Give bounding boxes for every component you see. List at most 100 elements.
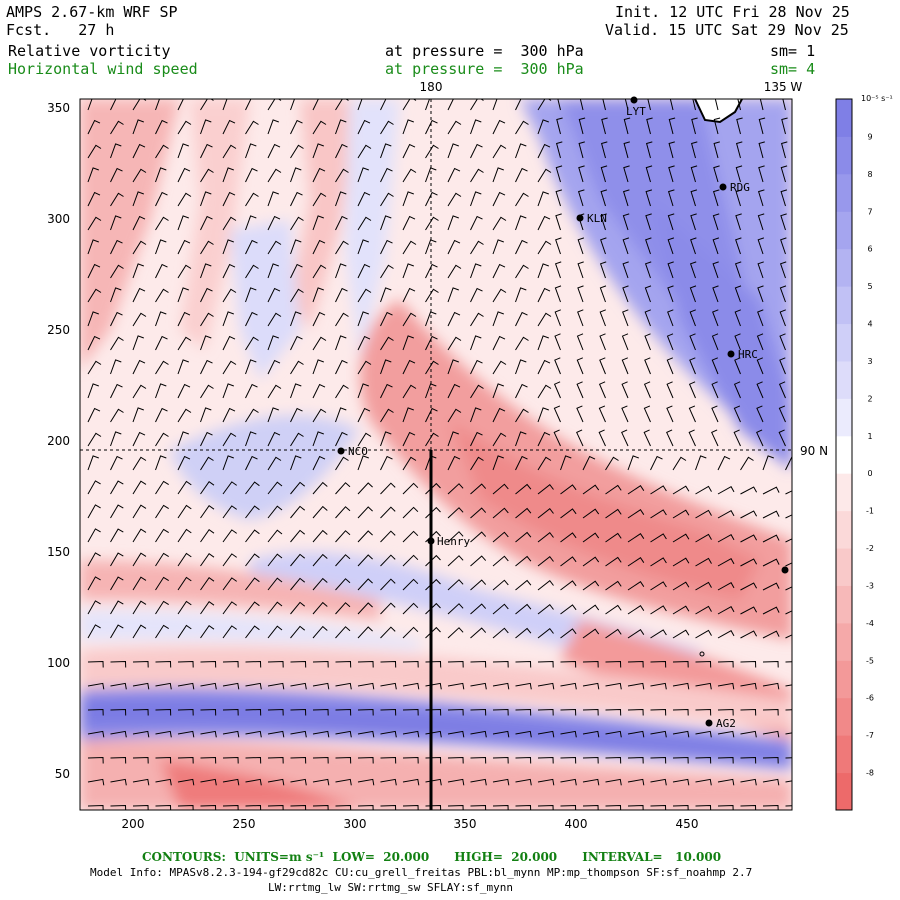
- wind-barb: [155, 191, 168, 207]
- wind-barb: [267, 407, 279, 423]
- wind-barb: [110, 287, 122, 303]
- wind-barb: [690, 189, 698, 207]
- wind-barb: [447, 408, 462, 423]
- wind-barb: [312, 577, 328, 591]
- wind-barb: [290, 167, 302, 183]
- wind-barb: [447, 627, 464, 639]
- wind-barb: [600, 165, 608, 183]
- wind-barb: [380, 778, 397, 786]
- wind-barb: [110, 455, 123, 471]
- wind-barb: [402, 730, 420, 738]
- wind-barb: [627, 557, 645, 567]
- wind-barb: [650, 629, 667, 639]
- wind-barb: [470, 483, 487, 495]
- wind-barb: [537, 579, 554, 591]
- wind-barb: [672, 660, 689, 668]
- wind-barb: [155, 99, 161, 111]
- wind-barb: [357, 360, 372, 375]
- wind-barb: [132, 431, 146, 447]
- wind-barb: [357, 626, 373, 639]
- wind-barb: [357, 778, 375, 786]
- wind-barb: [380, 359, 392, 375]
- wind-barb: [537, 143, 551, 159]
- wind-barb: [470, 168, 484, 183]
- wind-barb: [537, 708, 554, 716]
- wind-barb: [643, 381, 651, 399]
- wind-barb: [713, 165, 720, 183]
- wind-barb: [357, 191, 371, 207]
- wind-barb: [695, 682, 712, 690]
- wind-barb: [132, 600, 147, 615]
- wind-barb: [537, 168, 552, 183]
- wind-barb: [605, 708, 622, 716]
- wind-barb: [667, 189, 675, 207]
- wind-barb: [402, 482, 419, 495]
- wind-barb: [695, 509, 712, 519]
- wind-barb: [200, 263, 212, 279]
- wind-barb: [515, 708, 532, 716]
- wind-barb: [557, 99, 561, 111]
- wind-barb: [578, 165, 585, 183]
- wind-barb: [87, 167, 99, 183]
- wind-barb: [492, 335, 506, 351]
- wind-barb: [110, 756, 127, 764]
- wind-barb: [312, 553, 328, 567]
- wind-barb: [740, 660, 757, 668]
- wind-barb: [470, 287, 483, 303]
- model-info: Model Info: MPASv8.2.3-194-gf29cd82c CU:…: [90, 866, 753, 879]
- wind-barb: [222, 601, 237, 615]
- wind-barb: [515, 682, 532, 690]
- wind-barb: [599, 333, 606, 351]
- wind-barb: [110, 99, 123, 111]
- wind-barb: [492, 507, 509, 519]
- wind-barb: [780, 189, 788, 207]
- wind-barb: [312, 455, 326, 471]
- wind-barb: [447, 239, 461, 255]
- colorbar-label: 7: [867, 207, 872, 216]
- wind-barb: [132, 528, 147, 543]
- wind-barb: [717, 455, 731, 471]
- wind-barb: [695, 581, 712, 591]
- wind-barb: [447, 603, 464, 615]
- wind-barb: [650, 557, 667, 567]
- wind-barb: [598, 429, 606, 447]
- wind-barb: [695, 557, 712, 567]
- wind-barb: [576, 405, 584, 423]
- init-time: Init. 12 UTC Fri 28 Nov 25: [615, 3, 850, 21]
- wind-barb: [601, 117, 608, 135]
- wind-barb: [785, 586, 792, 591]
- y-axis: 350 300 250 200 150 100 50: [47, 101, 70, 781]
- wind-barb: [650, 730, 667, 738]
- wind-barb: [312, 431, 324, 447]
- wind-barb: [110, 192, 124, 207]
- wind-barb: [689, 285, 697, 303]
- wind-barb: [155, 504, 169, 519]
- wind-barb: [245, 359, 257, 375]
- wind-barb: [515, 215, 527, 231]
- wind-barb: [645, 141, 653, 159]
- wind-barb: [736, 117, 743, 135]
- wind-barb: [132, 168, 147, 183]
- wind-barb: [290, 455, 302, 471]
- wind-barb: [110, 408, 124, 423]
- wind-barb: [515, 579, 532, 591]
- wind-barb: [132, 384, 147, 399]
- wind-barb: [644, 333, 651, 351]
- wind-barb: [132, 660, 149, 668]
- wind-barb: [200, 456, 214, 471]
- wind-barb: [312, 287, 324, 303]
- wind-barb: [780, 141, 788, 159]
- wind-barb: [779, 261, 787, 279]
- wind-barb: [537, 778, 555, 786]
- wind-barb: [177, 239, 191, 255]
- wind-barb: [110, 682, 127, 690]
- wind-barb: [537, 660, 554, 668]
- wind-barb: [688, 429, 696, 447]
- wind-barb: [357, 288, 372, 303]
- wind-barb: [650, 682, 667, 690]
- wind-barb: [492, 191, 506, 207]
- wind-barb: [605, 660, 622, 668]
- meridian-label-180: 180: [420, 80, 443, 94]
- wind-barb: [492, 144, 507, 159]
- wind-barb: [177, 730, 195, 738]
